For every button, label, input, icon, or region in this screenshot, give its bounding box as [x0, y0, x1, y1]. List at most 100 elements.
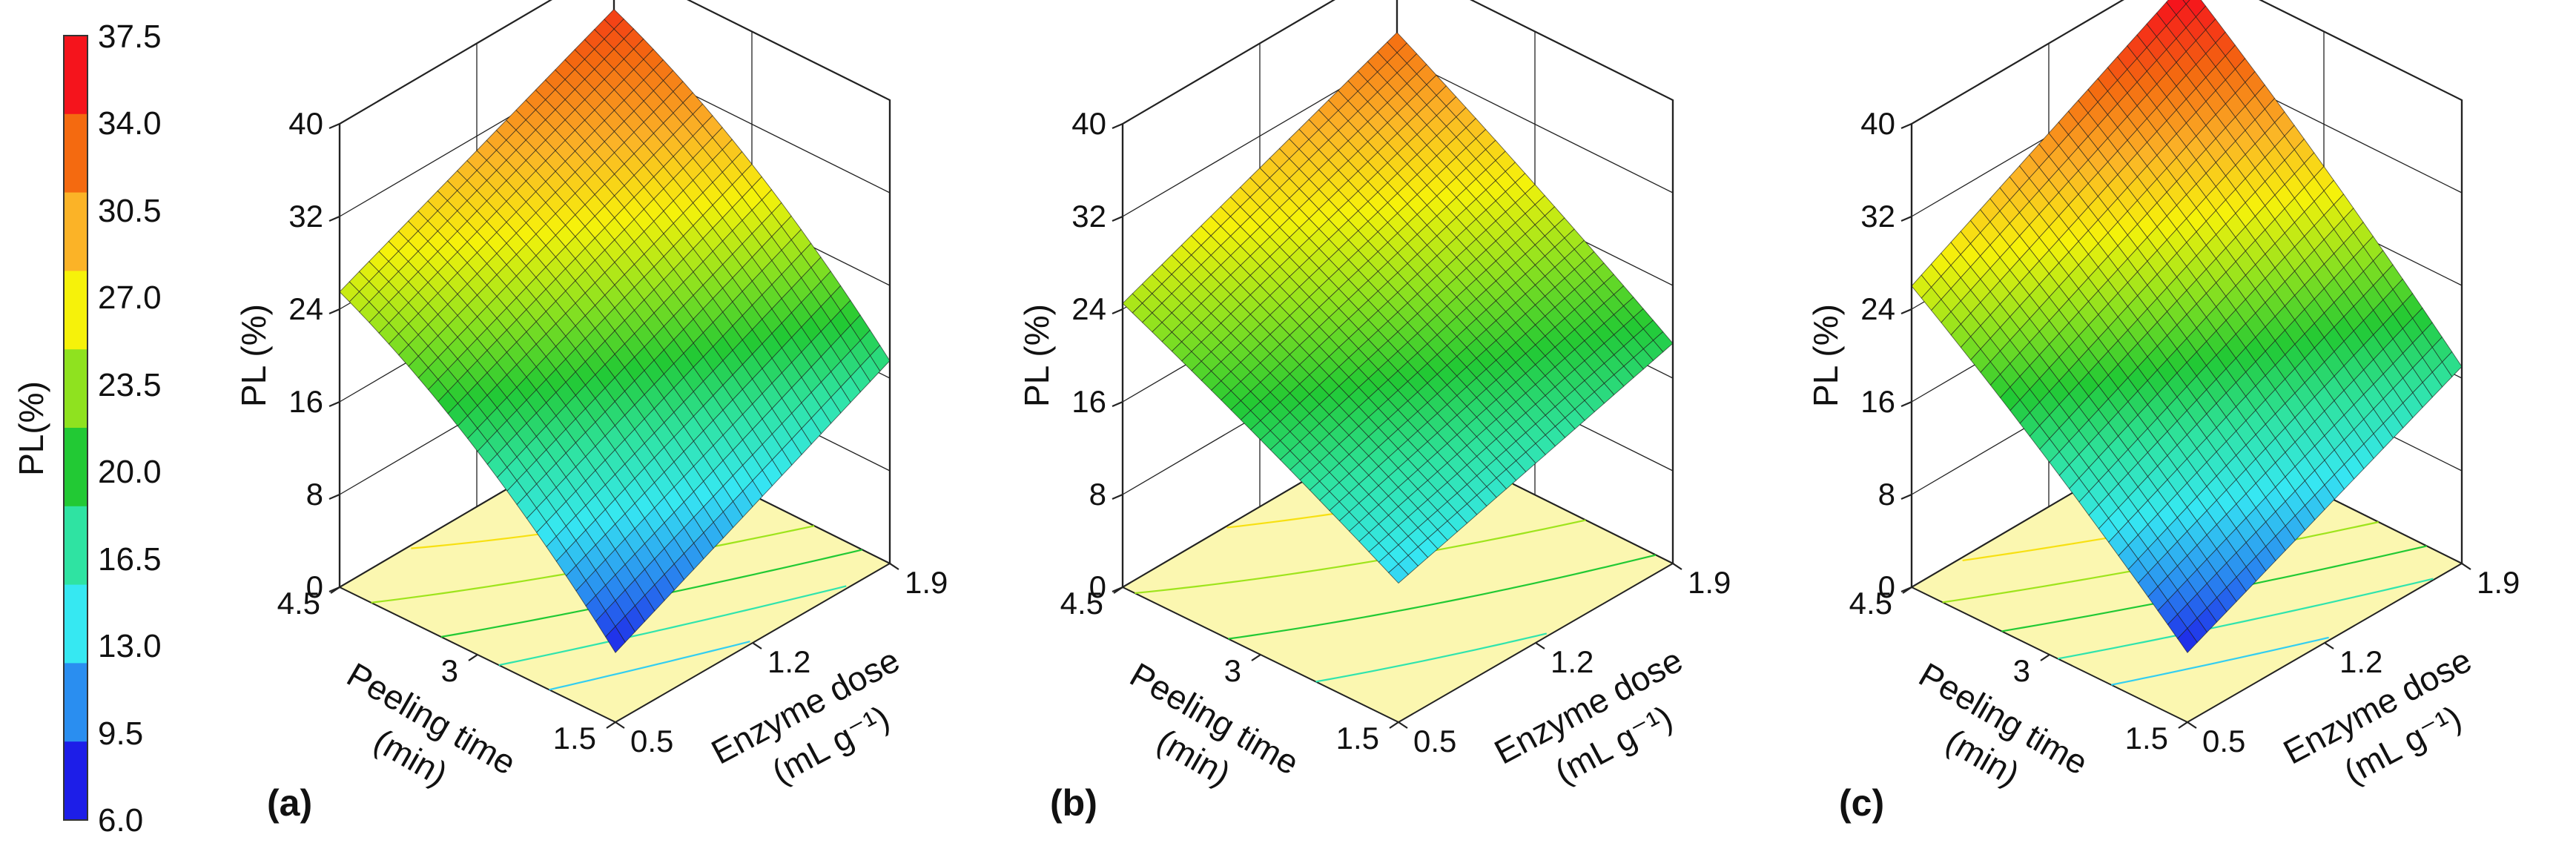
- colorbar-swatch-3: [64, 271, 87, 350]
- colorbar-swatch-7: [64, 584, 87, 664]
- y-tick-label-2: 1.9: [905, 565, 948, 600]
- colorbar-swatch-4: [64, 349, 87, 429]
- x-tick-mark-0: [1902, 586, 1912, 594]
- colorbar-swatch-0: [64, 36, 87, 115]
- x-tick-mark-2: [606, 721, 616, 729]
- z-tick-label-1: 8: [1878, 477, 1895, 512]
- colorbar: PL(%) 37.5 34.0 30.5 27.0 23.5 20.0 16.5…: [12, 19, 162, 839]
- x-tick-mark-1: [468, 654, 478, 661]
- z-tick-label-5: 40: [1860, 106, 1895, 141]
- z-gridline-5: [1911, 0, 2463, 125]
- surface-cell: [605, 626, 626, 654]
- colorbar-swatch-5: [64, 428, 87, 507]
- x-tick-label-1: 3: [441, 653, 458, 688]
- z-tick-label-2: 16: [288, 384, 323, 419]
- z-tick-label-3: 24: [1071, 291, 1106, 326]
- z-tick-mark-4: [328, 215, 340, 222]
- z-tick-label-0: 0: [306, 569, 323, 604]
- z-axis-title: PL (%): [1017, 304, 1056, 407]
- z-axis: 0 8 16 24 32 40 PL (%): [234, 106, 340, 604]
- y-tick-label-1: 1.2: [1550, 644, 1594, 679]
- surface-cell: [2177, 627, 2198, 654]
- colorbar-tick-labels: 37.5 34.0 30.5 27.0 23.5 20.0 16.5 13.0 …: [98, 19, 162, 839]
- x-tick-mark-2: [1389, 721, 1399, 729]
- z-tick-mark-5: [1900, 122, 1912, 130]
- z-gridline-5: [339, 0, 891, 125]
- x-tick-label-0: 4.5: [1060, 586, 1103, 621]
- z-tick-mark-1: [1900, 493, 1912, 500]
- colorbar-swatch-6: [64, 506, 87, 586]
- colorbar-swatch-2: [64, 192, 87, 271]
- contour-line-0: [2111, 636, 2329, 686]
- z-tick-mark-2: [1900, 400, 1912, 408]
- z-tick-label-1: 8: [1089, 477, 1106, 512]
- y-tick-label-1: 1.2: [2339, 644, 2382, 679]
- z-tick-label-4: 32: [1071, 199, 1106, 234]
- z-tick-mark-3: [328, 308, 340, 315]
- z-tick-label-5: 40: [1071, 106, 1106, 141]
- y-tick-mark-0: [2187, 721, 2197, 729]
- panel-label: (c): [1839, 782, 1884, 824]
- colorbar-swatch-1: [64, 113, 87, 194]
- x-tick-label-2: 1.5: [2125, 721, 2168, 756]
- colorbar-tick-3: 27.0: [98, 280, 162, 316]
- z-tick-label-1: 8: [306, 477, 323, 512]
- colorbar-title: PL(%): [12, 381, 50, 476]
- z-tick-label-0: 0: [1089, 569, 1106, 604]
- response-surface: [339, 8, 891, 654]
- y-tick-mark-0: [615, 721, 625, 729]
- y-tick-mark-0: [1398, 721, 1408, 729]
- colorbar-tick-7: 13.0: [98, 628, 162, 664]
- z-tick-label-4: 32: [1860, 199, 1895, 234]
- z-tick-label-3: 24: [288, 291, 323, 326]
- y-tick-label-1: 1.2: [767, 644, 810, 679]
- colorbar-tick-8: 9.5: [98, 715, 143, 752]
- x-tick-mark-1: [1251, 654, 1261, 661]
- colorbar-swatch-9: [64, 741, 87, 821]
- colorbar-tick-1: 34.0: [98, 105, 162, 142]
- x-tick-label-0: 4.5: [1849, 586, 1892, 621]
- z-tick-mark-1: [328, 493, 340, 500]
- z-tick-label-2: 16: [1071, 384, 1106, 419]
- z-axis: 0 8 16 24 32 40 PL (%): [1017, 106, 1123, 604]
- colorbar-tick-4: 23.5: [98, 367, 162, 403]
- colorbar-tick-6: 16.5: [98, 541, 162, 578]
- panel-label: (a): [267, 782, 312, 824]
- x-tick-label-2: 1.5: [1336, 721, 1379, 756]
- z-tick-label-3: 24: [1860, 291, 1895, 326]
- contour-line-1: [498, 585, 847, 667]
- surface-cell: [1388, 563, 1409, 584]
- colorbar-frame: [63, 35, 88, 821]
- contour-line-2: [1228, 554, 1657, 640]
- colorbar-tick-2: 30.5: [98, 193, 162, 229]
- x-tick-mark-2: [2178, 721, 2188, 729]
- z-tick-mark-1: [1112, 493, 1123, 500]
- response-surface: [1122, 32, 1674, 584]
- z-axis: 0 8 16 24 32 40 PL (%): [1806, 106, 1912, 604]
- z-tick-mark-5: [328, 122, 340, 130]
- contour-line-3: [1135, 519, 1586, 595]
- x-tick-label-1: 3: [2013, 653, 2030, 688]
- z-tick-label-4: 32: [288, 199, 323, 234]
- z-tick-mark-3: [1112, 308, 1123, 315]
- z-axis-title: PL (%): [234, 304, 273, 407]
- panel-label: (b): [1050, 782, 1097, 824]
- contour-line-1: [1315, 632, 1548, 683]
- colorbar-swatches: [64, 36, 87, 821]
- z-tick-mark-2: [328, 400, 340, 408]
- z-tick-mark-4: [1900, 215, 1912, 222]
- z-tick-label-2: 16: [1860, 384, 1895, 419]
- x-tick-mark-0: [330, 586, 340, 594]
- x-tick-label-1: 3: [1224, 653, 1241, 688]
- z-tick-label-0: 0: [1878, 569, 1895, 604]
- z-tick-label-5: 40: [288, 106, 323, 141]
- surface-cell: [2182, 0, 2190, 5]
- x-tick-label-0: 4.5: [277, 586, 320, 621]
- z-axis-title: PL (%): [1806, 304, 1845, 407]
- y-tick-label-2: 1.9: [2477, 565, 2520, 600]
- z-tick-mark-5: [1112, 122, 1123, 130]
- y-tick-mark-1: [752, 642, 762, 649]
- box-front-edges: [1910, 100, 2463, 587]
